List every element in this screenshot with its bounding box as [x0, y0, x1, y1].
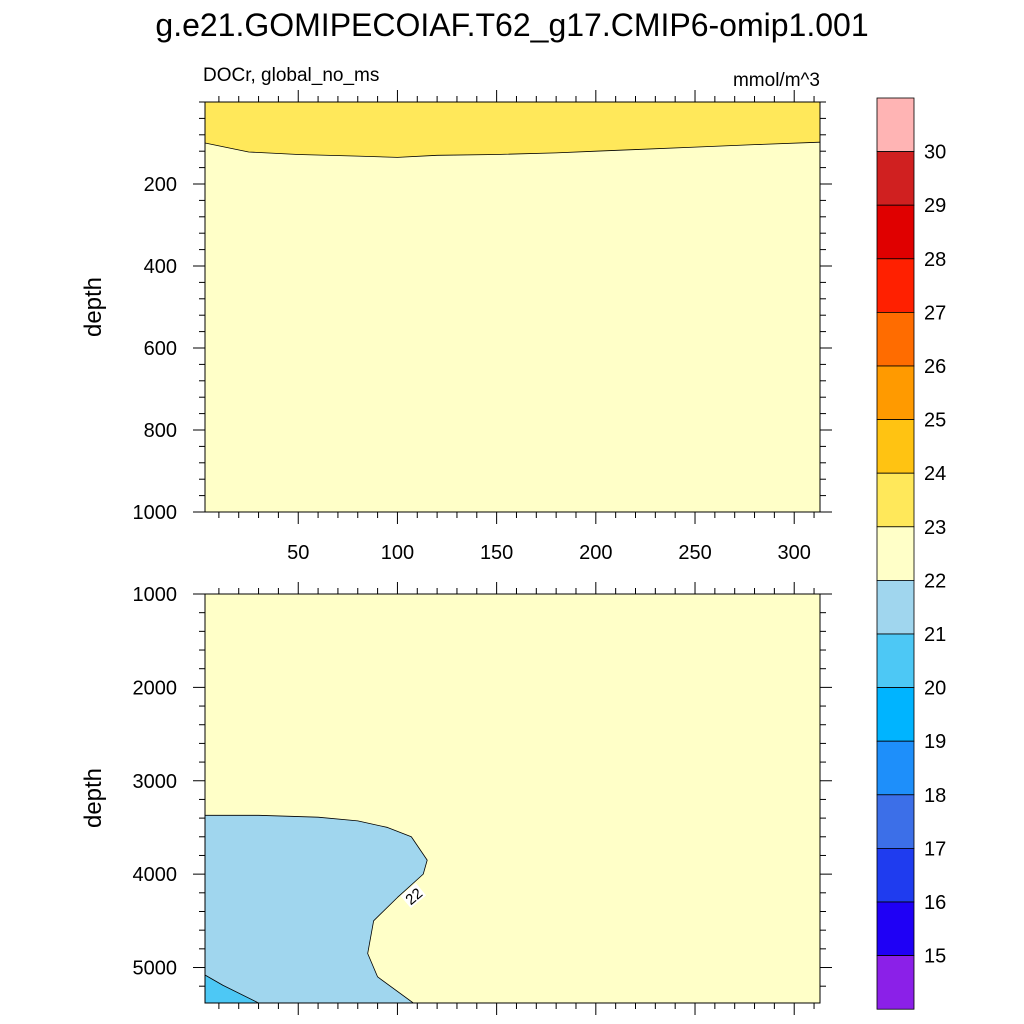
colorbar-box	[876, 955, 915, 1010]
y-tick-label: 600	[144, 338, 177, 360]
colorbar-label: 15	[924, 946, 946, 968]
colorbar-box	[876, 687, 915, 742]
lower-region-20-21	[205, 974, 259, 1003]
colorbar-label: 23	[924, 517, 946, 539]
colorbar-box	[876, 258, 915, 313]
y-tick-label: 1000	[133, 584, 178, 606]
upper-panel: 50 100 150 200 250 300 200 400 600 800 1000 depth	[80, 90, 832, 564]
y-tick-label: 4000	[133, 864, 178, 886]
y-tick-label: 800	[144, 420, 177, 442]
upper-region-22-23	[205, 102, 820, 512]
y-tick-label: 2000	[133, 677, 178, 699]
colorbar-label: 20	[924, 678, 946, 700]
upper-region-23-24	[205, 102, 820, 158]
colorbar-box	[876, 365, 915, 420]
colorbar-label: 22	[924, 570, 946, 592]
units-label: mmol/m^3	[733, 70, 820, 91]
colorbar-box	[876, 901, 915, 956]
colorbar-label: 27	[924, 302, 946, 324]
x-tick-label: 300	[778, 542, 811, 564]
colorbar-box	[876, 311, 915, 367]
colorbar-box	[876, 526, 915, 581]
y-tick-label: 400	[144, 256, 177, 278]
colorbar-box	[876, 151, 915, 206]
colorbar-box	[876, 419, 915, 474]
x-tick-label: 50	[287, 542, 309, 564]
colorbar-label: 17	[924, 838, 946, 860]
colorbar-box	[876, 633, 915, 688]
colorbar-label: 16	[924, 892, 946, 914]
colorbar-box	[876, 580, 915, 635]
x-tick-label: 250	[678, 542, 711, 564]
colorbar-box	[876, 740, 915, 796]
x-tick-label: 200	[579, 542, 612, 564]
colorbar-label: 29	[924, 195, 946, 217]
y-tick-label: 5000	[133, 958, 178, 980]
y-axis-label: depth	[80, 277, 107, 337]
contour-label-group: 22	[400, 883, 427, 909]
colorbar-box	[876, 472, 915, 528]
chart-title: g.e21.GOMIPECOIAF.T62_g17.CMIP6-omip1.00…	[155, 7, 868, 43]
lower-panel: 22 1000 2000 3000 4000 5000 depth	[80, 582, 832, 1015]
y-axis-label: depth	[80, 768, 107, 828]
x-tick-label: 100	[381, 542, 414, 564]
colorbar-box	[876, 794, 915, 849]
upper-contour-line	[205, 141, 820, 158]
upper-plot-area	[205, 102, 820, 512]
variable-label: DOCr, global_no_ms	[203, 65, 379, 86]
contour-label-bg	[400, 883, 427, 909]
colorbar-label: 21	[924, 624, 946, 646]
colorbar-label: 25	[924, 410, 946, 432]
lower-frame	[204, 593, 821, 1004]
y-tick-label: 1000	[133, 502, 178, 524]
colorbar-box	[876, 204, 915, 260]
colorbar: 15 16 17 18 19 20 21 22 23 24 25 26 27 28 29 30	[876, 97, 946, 1010]
upper-frame	[204, 101, 821, 513]
colorbar-box	[876, 848, 915, 903]
x-tick-label: 150	[480, 542, 513, 564]
colorbar-label: 19	[924, 731, 946, 753]
colorbar-label: 30	[924, 142, 946, 164]
colorbar-label: 28	[924, 249, 946, 271]
colorbar-label: 26	[924, 356, 946, 378]
lower-plot-area: 22	[205, 594, 820, 1003]
y-tick-label: 200	[144, 174, 177, 196]
lower-region-21-22	[205, 814, 428, 1003]
colorbar-box	[876, 97, 915, 152]
y-tick-label: 3000	[133, 771, 178, 793]
colorbar-label: 18	[924, 785, 946, 807]
colorbar-label: 24	[924, 463, 946, 485]
